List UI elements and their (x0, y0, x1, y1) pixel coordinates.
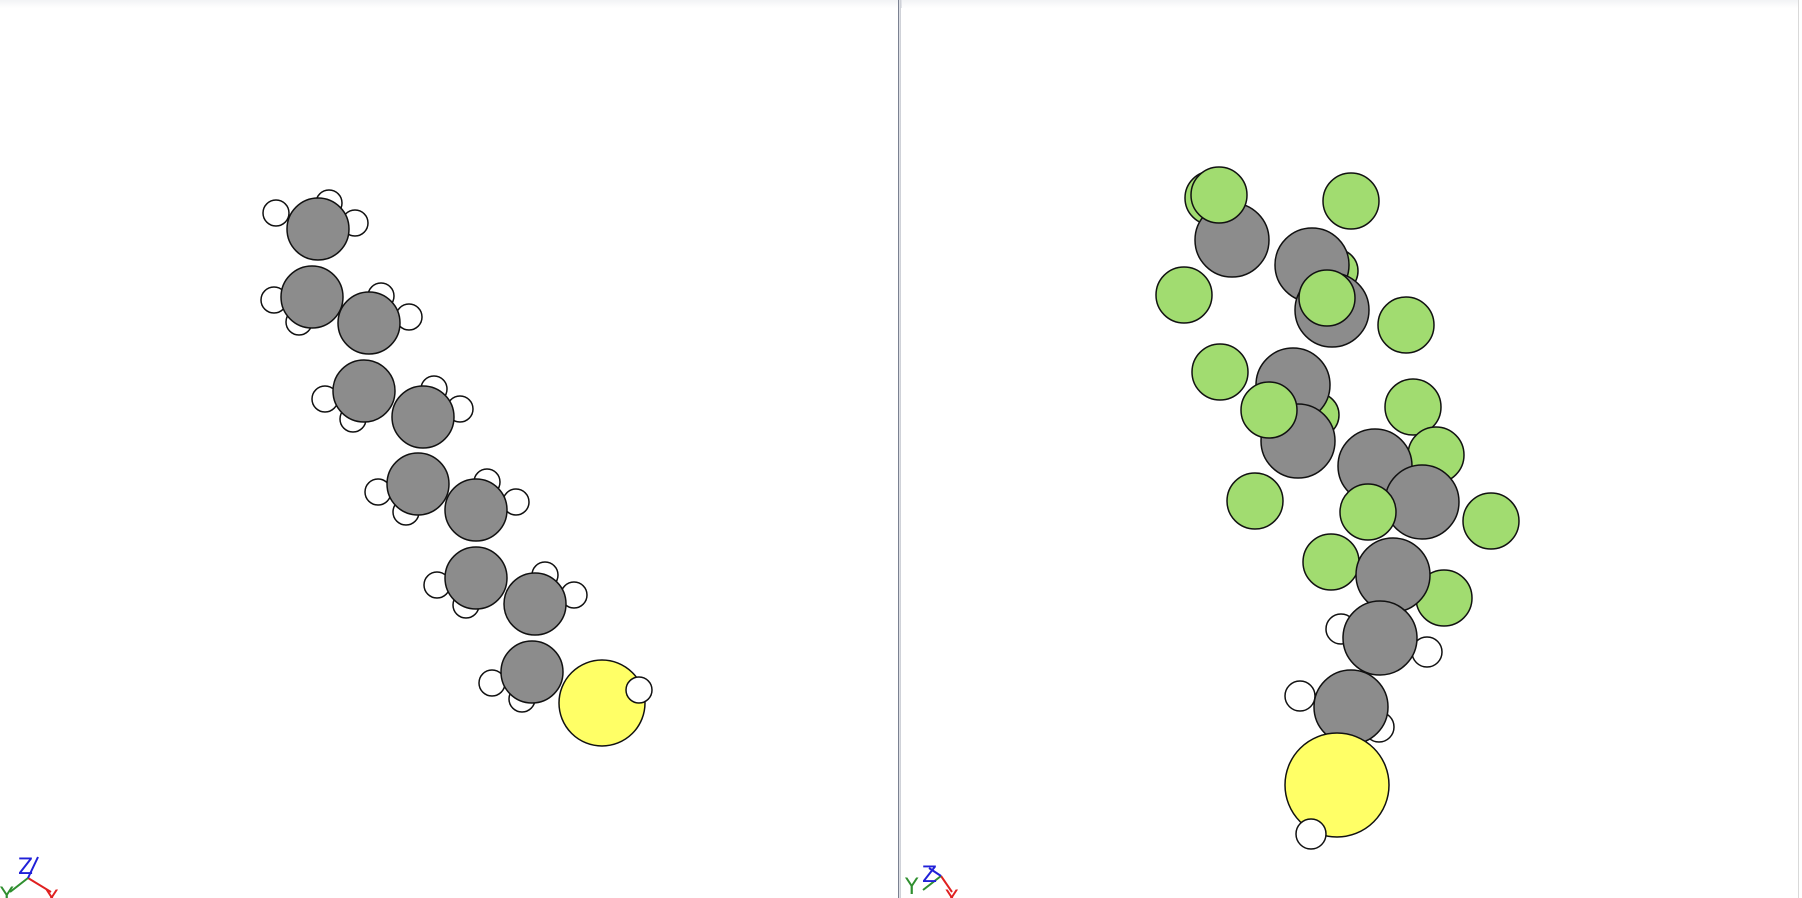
right-carbon-atoms (1194, 202, 1460, 745)
carbon-atom (286, 197, 350, 261)
x-axis-line (27, 877, 52, 893)
fluorine-atom (1384, 378, 1442, 436)
carbon-atom (1384, 464, 1460, 540)
fluorine-atom (1302, 533, 1360, 591)
hydrogen-atom (262, 199, 290, 227)
right-fluorine-atoms-front (1190, 166, 1397, 541)
carbon-atom (332, 359, 396, 423)
left-hydrogen-front (625, 676, 653, 704)
fluorine-atom (1226, 472, 1284, 530)
fluorine-atom (1322, 172, 1380, 230)
carbon-atom (503, 572, 567, 636)
left-sulfur-atoms (558, 659, 646, 747)
z-axis-label: Z (18, 855, 33, 880)
carbon-atom (1355, 537, 1431, 613)
fluorine-atom (1190, 166, 1248, 224)
x-axis-label: X (44, 887, 59, 898)
fluorine-atom (1377, 296, 1435, 354)
fluorine-atom (1240, 381, 1298, 439)
carbon-atom (1313, 669, 1389, 745)
fluorine-atom (1339, 483, 1397, 541)
carbon-atom (337, 291, 401, 355)
carbon-atom (444, 478, 508, 542)
z-axis-line (928, 867, 942, 877)
x-axis-line (940, 875, 953, 893)
left-axis-triad: X Y Z (0, 855, 59, 898)
right-molecule-canvas[interactable]: X Y Z (901, 8, 1802, 898)
window-right-edge (1798, 0, 1802, 898)
z-axis-line (27, 856, 39, 879)
right-sulfur-atoms (1284, 732, 1390, 838)
fluorine-atom (1462, 492, 1520, 550)
right-axis-triad: X Y Z (904, 863, 959, 898)
hydrogen-atom (1284, 680, 1316, 712)
carbon-atom (1342, 600, 1418, 676)
viewport-divider[interactable] (898, 0, 902, 898)
fluorine-atom (1191, 343, 1249, 401)
carbon-atom (444, 546, 508, 610)
left-carbon-atoms (280, 197, 567, 704)
carbon-atom (280, 265, 344, 329)
z-axis-label: Z (922, 863, 937, 888)
carbon-atom (386, 452, 450, 516)
hydrogen-atom (625, 676, 653, 704)
fluorine-atom (1155, 266, 1213, 324)
carbon-atom (391, 385, 455, 449)
right-molecule-viewport[interactable]: X Y Z (901, 8, 1802, 898)
hydrogen-atom (1295, 818, 1327, 850)
y-axis-label: Y (904, 875, 919, 898)
y-axis-line (9, 877, 29, 893)
carbon-atom (500, 640, 564, 704)
right-hydrogen-atoms-front (1295, 818, 1327, 850)
left-molecule-canvas[interactable]: X Y Z (0, 8, 898, 898)
right-fluorine-atoms-back (1155, 170, 1520, 627)
fluorine-atom (1298, 269, 1356, 327)
y-axis-line (922, 875, 942, 891)
x-axis-label: X (944, 887, 959, 898)
sulfur-atom (558, 659, 646, 747)
y-axis-label: Y (0, 884, 14, 898)
left-molecule-viewport[interactable]: X Y Z (0, 8, 898, 898)
sulfur-atom (1284, 732, 1390, 838)
